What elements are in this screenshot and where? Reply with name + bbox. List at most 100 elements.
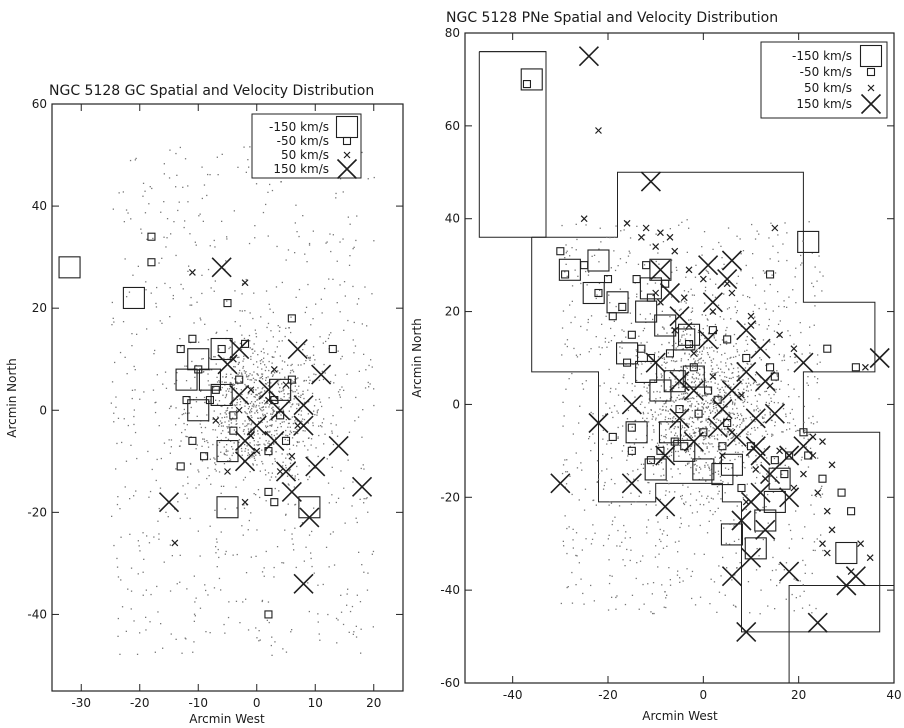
background-point	[591, 538, 594, 540]
background-point	[226, 407, 229, 409]
background-point	[673, 427, 675, 430]
background-point	[289, 448, 291, 450]
background-point	[251, 407, 253, 410]
background-point	[783, 359, 786, 361]
background-point	[795, 597, 797, 599]
background-point	[760, 589, 762, 591]
background-point	[309, 359, 311, 361]
background-point	[296, 428, 298, 431]
background-point	[235, 486, 237, 488]
background-point	[217, 416, 219, 418]
background-point	[316, 410, 318, 412]
background-point	[755, 322, 757, 324]
background-point	[230, 373, 232, 375]
background-point	[663, 361, 665, 363]
background-point	[799, 322, 801, 324]
background-point	[649, 460, 651, 463]
background-point	[222, 376, 224, 378]
background-point	[693, 381, 695, 384]
background-point	[328, 397, 330, 399]
background-point	[601, 470, 603, 472]
background-point	[233, 384, 236, 386]
background-point	[747, 434, 749, 436]
data-point	[671, 247, 679, 255]
background-point	[335, 501, 337, 504]
background-point	[646, 387, 648, 389]
background-point	[261, 368, 263, 370]
background-point	[585, 380, 587, 382]
background-point	[690, 575, 692, 577]
background-point	[743, 388, 745, 390]
background-point	[340, 594, 342, 596]
background-point	[748, 456, 750, 458]
background-point	[248, 166, 250, 168]
background-point	[249, 347, 251, 349]
background-point	[611, 411, 613, 413]
background-point	[238, 362, 240, 364]
background-point	[715, 421, 717, 424]
background-point	[703, 395, 705, 397]
background-point	[230, 391, 232, 393]
background-point	[129, 533, 131, 535]
legend-label: -150 km/s	[269, 120, 329, 134]
background-point	[287, 435, 289, 437]
background-point	[816, 363, 818, 365]
background-point	[665, 434, 667, 436]
data-point	[669, 306, 690, 327]
background-point	[298, 288, 301, 291]
background-point	[613, 335, 616, 337]
background-point	[720, 411, 722, 413]
background-point	[691, 410, 693, 412]
data-point	[637, 344, 646, 353]
background-point	[225, 550, 227, 553]
background-point	[369, 383, 371, 385]
background-point	[245, 374, 248, 376]
background-point	[707, 406, 709, 408]
background-point	[288, 410, 290, 412]
background-point	[267, 431, 269, 433]
background-point	[674, 491, 676, 493]
background-point	[162, 383, 164, 385]
background-point	[214, 468, 216, 470]
background-point	[669, 316, 671, 318]
background-point	[708, 501, 710, 503]
background-point	[333, 382, 335, 384]
data-point	[627, 446, 636, 455]
background-point	[793, 388, 795, 390]
background-point	[759, 613, 761, 615]
background-point	[719, 420, 722, 422]
background-point	[583, 603, 585, 605]
background-point	[193, 575, 195, 577]
background-point	[170, 405, 172, 407]
background-point	[218, 381, 221, 383]
background-point	[749, 416, 752, 419]
background-point	[715, 407, 717, 409]
background-point	[681, 425, 683, 427]
background-point	[177, 209, 179, 212]
background-point	[716, 351, 718, 353]
background-point	[698, 417, 700, 419]
background-point	[700, 357, 702, 359]
background-point	[689, 433, 691, 435]
background-point	[209, 399, 212, 401]
background-point	[754, 374, 757, 376]
background-point	[303, 363, 305, 365]
background-point	[774, 272, 777, 274]
background-point	[297, 377, 299, 379]
background-point	[119, 653, 121, 655]
background-point	[606, 275, 608, 277]
background-point	[237, 383, 239, 385]
background-point	[665, 362, 667, 364]
background-point	[208, 475, 210, 477]
background-point	[736, 235, 738, 237]
background-point	[276, 429, 278, 432]
background-point	[566, 586, 568, 589]
background-point	[740, 270, 742, 272]
background-point	[571, 372, 573, 375]
background-point	[331, 494, 333, 496]
background-point	[228, 412, 230, 414]
background-point	[220, 492, 222, 494]
background-point	[248, 242, 251, 245]
data-point	[200, 452, 209, 461]
background-point	[727, 468, 730, 470]
